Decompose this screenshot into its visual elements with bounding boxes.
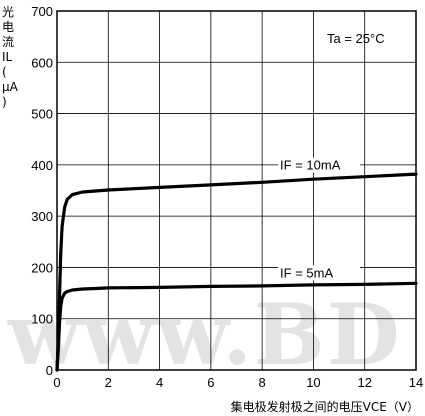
- series-label-bg: [278, 265, 361, 281]
- y-axis-label-part: 流: [2, 35, 15, 49]
- series-lines: [55, 172, 418, 372]
- plot-frame: [56, 10, 417, 371]
- condition-label: Ta = 25°C: [327, 31, 385, 46]
- y-tick-label: 100: [31, 312, 53, 327]
- series-label-1: IF = 10mA: [280, 158, 341, 173]
- watermark-text: www.BD: [7, 285, 402, 384]
- series-line-1: [55, 172, 418, 372]
- series-labels: IF = 10mA IF = 5mA: [278, 157, 361, 281]
- x-tick-label: 6: [207, 375, 214, 390]
- y-axis-label-part: 电: [2, 20, 15, 34]
- y-axis-label-part: 光: [2, 5, 15, 19]
- series-label-2: IF = 5mA: [280, 265, 333, 280]
- series-line-2: [55, 281, 418, 372]
- x-tick-label: 10: [306, 375, 320, 390]
- y-tick-label: 300: [31, 209, 53, 224]
- x-axis-label: 集电极发射极之间的电压VCE（V）: [230, 400, 419, 414]
- y-tick-label: 0: [46, 363, 53, 378]
- y-tick-labels: 0 100 200 300 400 500 600 700: [31, 4, 53, 378]
- y-axis-label-part: μA: [2, 80, 18, 94]
- y-tick-label: 500: [31, 107, 53, 122]
- y-tick-label: 400: [31, 158, 53, 173]
- x-tick-labels: 0 2 4 6 8 10 12 14: [53, 375, 423, 390]
- y-axis-label-part: (: [2, 65, 7, 79]
- x-tick-label: 14: [409, 375, 423, 390]
- x-tick-label: 12: [357, 375, 371, 390]
- x-tick-label: 8: [259, 375, 266, 390]
- y-tick-label: 200: [31, 260, 53, 275]
- y-tick-label: 600: [31, 55, 53, 70]
- x-tick-label: 2: [105, 375, 112, 390]
- y-axis-label-part: IL: [2, 50, 13, 64]
- y-tick-label: 700: [31, 4, 53, 19]
- series-label-bg: [278, 157, 361, 173]
- x-tick-label: 4: [156, 375, 163, 390]
- y-axis-label-part: ): [2, 95, 7, 109]
- x-tick-label: 0: [53, 375, 60, 390]
